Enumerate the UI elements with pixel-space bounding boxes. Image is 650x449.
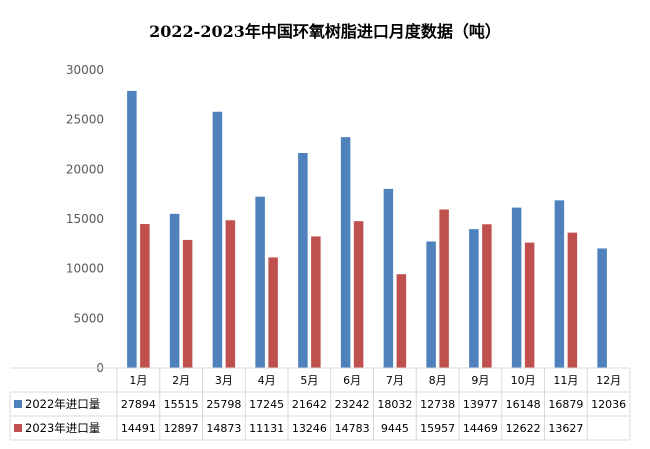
category-label: 1月 — [129, 374, 147, 387]
data-label: 21642 — [292, 398, 327, 411]
data-label: 25798 — [206, 398, 241, 411]
data-label: 13977 — [463, 398, 498, 411]
bar-2023-10月 — [524, 242, 535, 368]
data-label: 23242 — [335, 398, 370, 411]
category-label: 6月 — [343, 374, 361, 387]
y-tick-label: 15000 — [66, 212, 104, 226]
bar-2023-2月 — [182, 239, 193, 368]
bar-2022-3月 — [212, 111, 223, 368]
category-label: 12月 — [596, 374, 621, 387]
data-label: 14491 — [121, 422, 156, 435]
bars — [127, 90, 607, 368]
bar-2022-1月 — [127, 90, 137, 368]
bar-2023-1月 — [140, 224, 150, 368]
data-label: 12036 — [591, 398, 626, 411]
data-label: 12738 — [420, 398, 455, 411]
legend-label: 2022年进口量 — [25, 397, 100, 411]
category-label: 8月 — [429, 374, 447, 387]
bar-2022-7月 — [383, 188, 394, 368]
data-label: 14783 — [335, 422, 370, 435]
data-label: 14873 — [206, 422, 241, 435]
category-label: 7月 — [386, 374, 404, 387]
category-label: 10月 — [511, 374, 536, 387]
bar-2022-11月 — [554, 200, 565, 368]
data-label: 11131 — [249, 422, 284, 435]
data-label: 27894 — [121, 398, 156, 411]
bar-2023-7月 — [396, 274, 407, 368]
category-label: 4月 — [258, 374, 276, 387]
data-label: 18032 — [377, 398, 412, 411]
data-label: 12897 — [164, 422, 199, 435]
bar-2023-5月 — [311, 236, 321, 368]
legend-swatch — [14, 400, 22, 408]
data-label: 12622 — [506, 422, 541, 435]
data-label: 17245 — [249, 398, 284, 411]
chart-title: 2022-2023年中国环氧树脂进口月度数据（吨） — [149, 22, 501, 41]
bar-2023-8月 — [439, 209, 449, 368]
legend-label: 2023年进口量 — [25, 421, 100, 435]
bar-2023-9月 — [482, 224, 492, 368]
data-label: 13246 — [292, 422, 327, 435]
y-tick-label: 30000 — [66, 63, 104, 77]
category-label: 11月 — [553, 374, 578, 387]
y-tick-label: 10000 — [66, 262, 104, 276]
y-tick-label: 25000 — [66, 113, 104, 127]
bar-2023-4月 — [268, 257, 278, 368]
data-label: 16148 — [506, 398, 541, 411]
bar-2022-10月 — [511, 207, 522, 368]
category-label: 5月 — [300, 374, 318, 387]
bar-2022-5月 — [298, 153, 308, 368]
data-label: 13627 — [548, 422, 583, 435]
data-label: 16879 — [548, 398, 583, 411]
category-label: 9月 — [471, 374, 489, 387]
bar-2023-3月 — [225, 220, 236, 368]
bar-2022-8月 — [426, 241, 436, 368]
data-table: 1月 2月 3月 4月 5月 6月 7月 8月 9月 10月 11月 12月 2022年进口量 27894… — [9, 367, 631, 441]
data-label: 15957 — [420, 422, 455, 435]
bar-2022-2月 — [169, 213, 180, 368]
category-label: 2月 — [172, 374, 190, 387]
data-label: 9445 — [381, 422, 409, 435]
category-label: 3月 — [215, 374, 233, 387]
y-tick-label: 20000 — [66, 162, 104, 176]
bar-2022-6月 — [340, 137, 351, 368]
bar-2022-4月 — [255, 196, 265, 368]
legend-swatch — [14, 424, 22, 432]
data-label: 14469 — [463, 422, 498, 435]
bar-2023-6月 — [353, 221, 364, 368]
bar-2022-9月 — [469, 229, 479, 368]
y-tick-label: 5000 — [73, 311, 104, 325]
bar-2022-12月 — [597, 248, 607, 368]
bar-2023-11月 — [567, 232, 578, 368]
data-label: 15515 — [164, 398, 199, 411]
